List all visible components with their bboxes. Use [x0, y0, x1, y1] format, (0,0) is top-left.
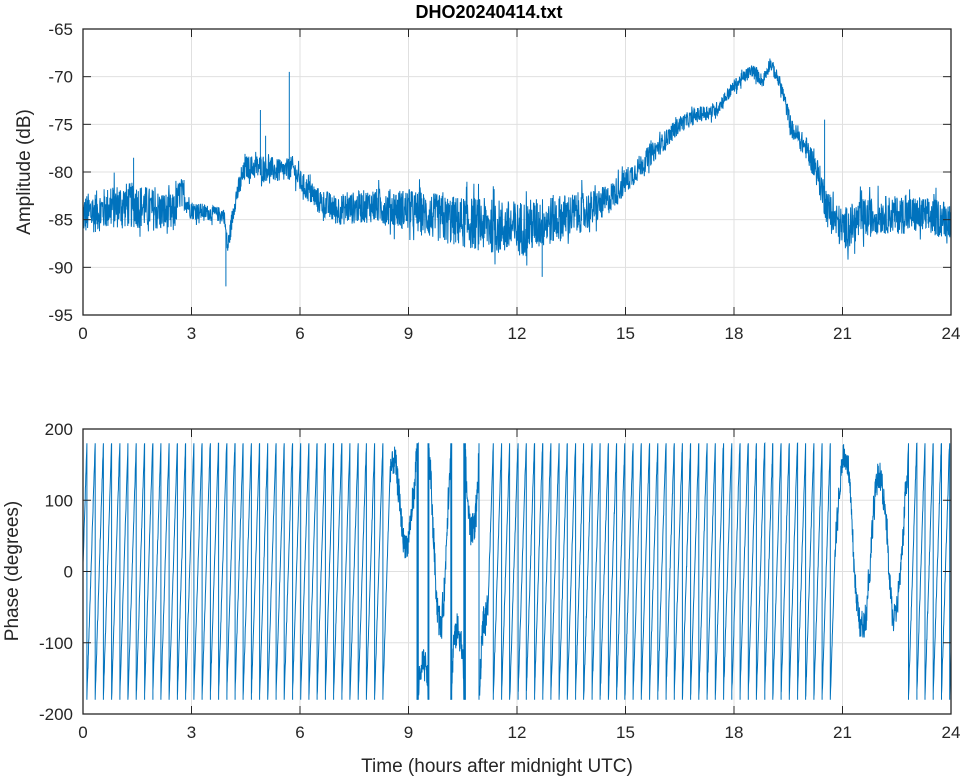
chart-title: DHO20240414.txt — [415, 2, 562, 22]
amplitude-axes: 0 3 6 9 12 15 18 21 24 -65 -70 -75 -80 -85 -90 -95 — [48, 20, 960, 343]
y-tick-label: -90 — [48, 258, 73, 277]
x-tick-label: 24 — [942, 324, 961, 343]
x-tick-label: 15 — [616, 723, 635, 742]
y-tick-label: 100 — [45, 491, 73, 510]
x-tick-label: 12 — [508, 324, 527, 343]
x-tick-label: 18 — [725, 324, 744, 343]
x-axis-label: Time (hours after midnight UTC) — [361, 756, 633, 777]
x-tick-label: 0 — [78, 324, 87, 343]
amplitude-y-label: Amplitude (dB) — [14, 109, 35, 235]
y-tick-label: -80 — [48, 163, 73, 182]
phase-y-label: Phase (degrees) — [2, 501, 23, 641]
x-tick-label: 21 — [833, 324, 852, 343]
x-tick-label: 21 — [833, 723, 852, 742]
phase-series-line — [82, 442, 952, 700]
y-tick-label: -75 — [48, 115, 73, 134]
x-tick-label: 3 — [187, 324, 196, 343]
x-tick-label: 3 — [187, 723, 196, 742]
x-tick-label: 6 — [295, 723, 304, 742]
y-tick-label: -65 — [48, 20, 73, 39]
phase-axes: 0 3 6 9 12 15 18 21 24 200 100 0 -100 -200 — [39, 420, 960, 742]
x-tick-label: 15 — [616, 324, 635, 343]
y-tick-label: -70 — [48, 68, 73, 87]
x-tick-label: 9 — [404, 723, 413, 742]
x-tick-label: 18 — [725, 723, 744, 742]
y-tick-label: 200 — [45, 420, 73, 439]
x-tick-label: 6 — [295, 324, 304, 343]
y-tick-label: -100 — [39, 634, 73, 653]
y-tick-label: -85 — [48, 211, 73, 230]
y-tick-label: -200 — [39, 705, 73, 724]
x-tick-label: 12 — [508, 723, 527, 742]
x-tick-label: 24 — [942, 723, 961, 742]
x-tick-label: 0 — [78, 723, 87, 742]
amplitude-series-line — [82, 58, 952, 287]
y-tick-label: -95 — [48, 306, 73, 325]
x-tick-label: 9 — [404, 324, 413, 343]
y-tick-label: 0 — [64, 563, 73, 582]
